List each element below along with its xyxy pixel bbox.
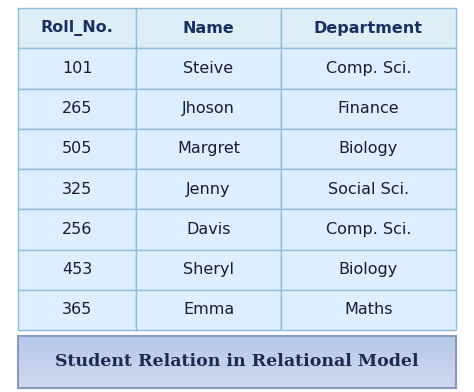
Text: Sheryl: Sheryl (183, 262, 234, 277)
Text: 265: 265 (62, 101, 92, 116)
Text: Steive: Steive (183, 61, 234, 76)
Bar (281, 169, 456, 209)
Bar (281, 209, 456, 249)
Text: 325: 325 (62, 181, 92, 197)
Bar (136, 249, 281, 290)
Text: Jenny: Jenny (186, 181, 231, 197)
Bar (18, 48, 136, 89)
Bar (18, 169, 136, 209)
Bar (136, 48, 281, 89)
Text: Davis: Davis (186, 222, 231, 237)
Text: 365: 365 (62, 302, 92, 318)
Text: 505: 505 (62, 142, 92, 156)
Bar (281, 129, 456, 169)
Text: Social Sci.: Social Sci. (328, 181, 409, 197)
Text: Biology: Biology (339, 262, 398, 277)
Bar (18, 249, 136, 290)
Text: Biology: Biology (339, 142, 398, 156)
Text: Emma: Emma (183, 302, 234, 318)
Bar (136, 169, 281, 209)
Bar (281, 290, 456, 330)
Text: Comp. Sci.: Comp. Sci. (326, 222, 411, 237)
Bar (18, 290, 136, 330)
Text: Roll_No.: Roll_No. (41, 20, 114, 36)
Bar (136, 290, 281, 330)
Bar (136, 8, 281, 48)
Text: Maths: Maths (344, 302, 392, 318)
Text: Margret: Margret (177, 142, 240, 156)
Text: 453: 453 (62, 262, 92, 277)
Bar (18, 209, 136, 249)
Bar (281, 89, 456, 129)
Text: Jhoson: Jhoson (182, 101, 235, 116)
Text: 256: 256 (62, 222, 92, 237)
Bar (18, 129, 136, 169)
Text: 101: 101 (62, 61, 92, 76)
Text: Name: Name (182, 21, 235, 36)
Bar (136, 129, 281, 169)
Bar (281, 48, 456, 89)
Text: Department: Department (314, 21, 423, 36)
Bar (281, 8, 456, 48)
Bar (18, 89, 136, 129)
Bar (136, 209, 281, 249)
Bar (18, 8, 136, 48)
Bar (136, 89, 281, 129)
Text: Student Relation in Relational Model: Student Relation in Relational Model (55, 354, 419, 370)
Text: Finance: Finance (337, 101, 399, 116)
Bar (281, 249, 456, 290)
Text: Comp. Sci.: Comp. Sci. (326, 61, 411, 76)
